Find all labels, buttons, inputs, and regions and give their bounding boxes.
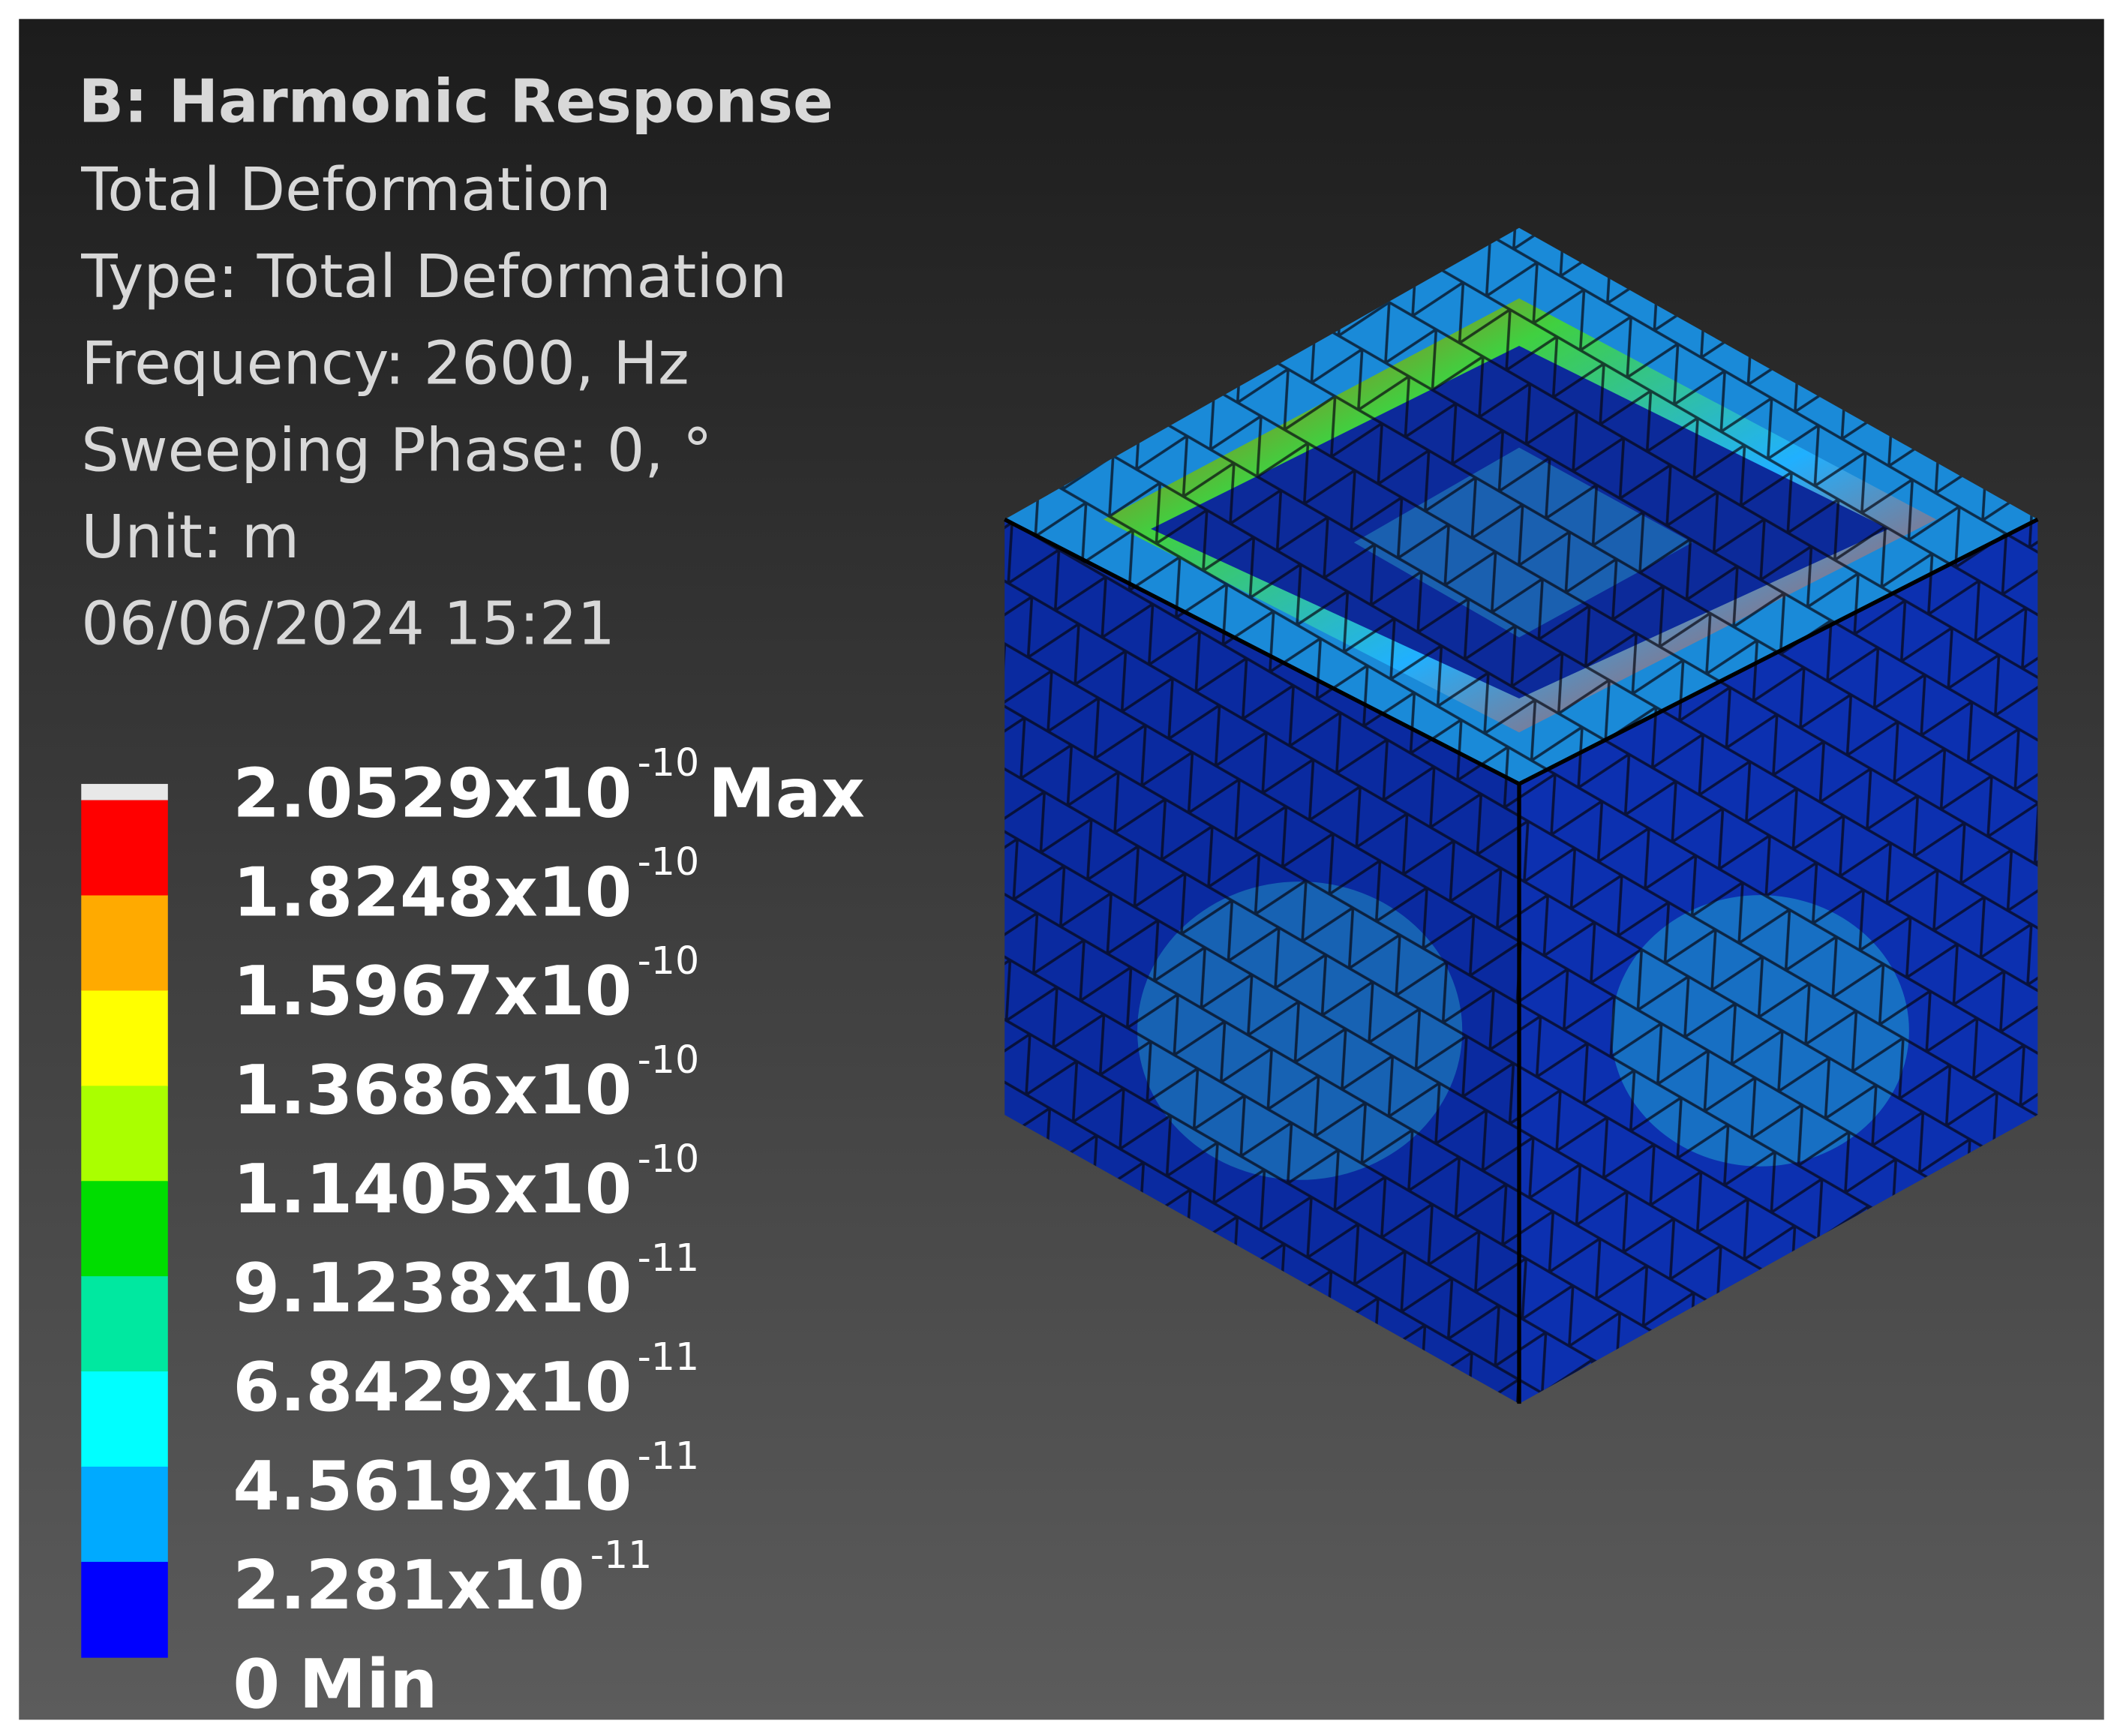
legend-band <box>81 1276 168 1372</box>
legend-band <box>81 1181 168 1278</box>
legend-label: 2.0529x10 <box>233 754 632 833</box>
legend-label: 4.5619x10 <box>233 1447 632 1526</box>
legend-label: 9.1238x10 <box>233 1249 632 1328</box>
legend-tag: Max <box>708 754 865 833</box>
legend-band <box>81 1466 168 1563</box>
legend-band <box>81 1371 168 1467</box>
legend-label: 6.8429x10 <box>233 1348 632 1427</box>
header-line: Frequency: 2600, Hz <box>81 329 689 398</box>
legend-exponent: -11 <box>638 1434 700 1478</box>
legend-exponent: -11 <box>638 1335 700 1379</box>
legend-band <box>81 800 168 897</box>
legend-exponent: -10 <box>638 1038 700 1082</box>
legend-band <box>81 1086 168 1182</box>
legend-exponent: -10 <box>638 740 700 785</box>
legend-band <box>81 1561 168 1658</box>
header-line: Unit: m <box>81 502 299 572</box>
legend-label: 1.3686x10 <box>233 1051 632 1130</box>
legend-exponent: -11 <box>590 1533 653 1577</box>
header-line: Type: Total Deformation <box>80 242 787 311</box>
legend-exponent: -11 <box>638 1236 700 1280</box>
header-line: Sweeping Phase: 0, ° <box>81 415 712 485</box>
header-lines: Total Deformation Type: Total Deformation… <box>80 155 787 659</box>
header-line: 06/06/2024 15:21 <box>81 589 615 659</box>
legend-label: 2.281x10 <box>233 1546 584 1625</box>
legend-cap <box>81 783 168 800</box>
legend-label: 1.5967x10 <box>233 952 632 1031</box>
legend-exponent: -10 <box>638 939 700 983</box>
header-line: Total Deformation <box>80 155 611 224</box>
legend-label: 1.1405x10 <box>233 1150 632 1229</box>
legend-label: 0 <box>233 1645 280 1724</box>
legend-band <box>81 990 168 1087</box>
model <box>1003 227 2039 1404</box>
title: B: Harmonic Response <box>79 67 833 137</box>
legend-label: 1.8248x10 <box>233 853 632 932</box>
legend-exponent: -10 <box>638 839 700 884</box>
legend-band <box>81 895 168 992</box>
legend-exponent: -10 <box>638 1137 700 1181</box>
legend-tag: Min <box>299 1645 437 1724</box>
